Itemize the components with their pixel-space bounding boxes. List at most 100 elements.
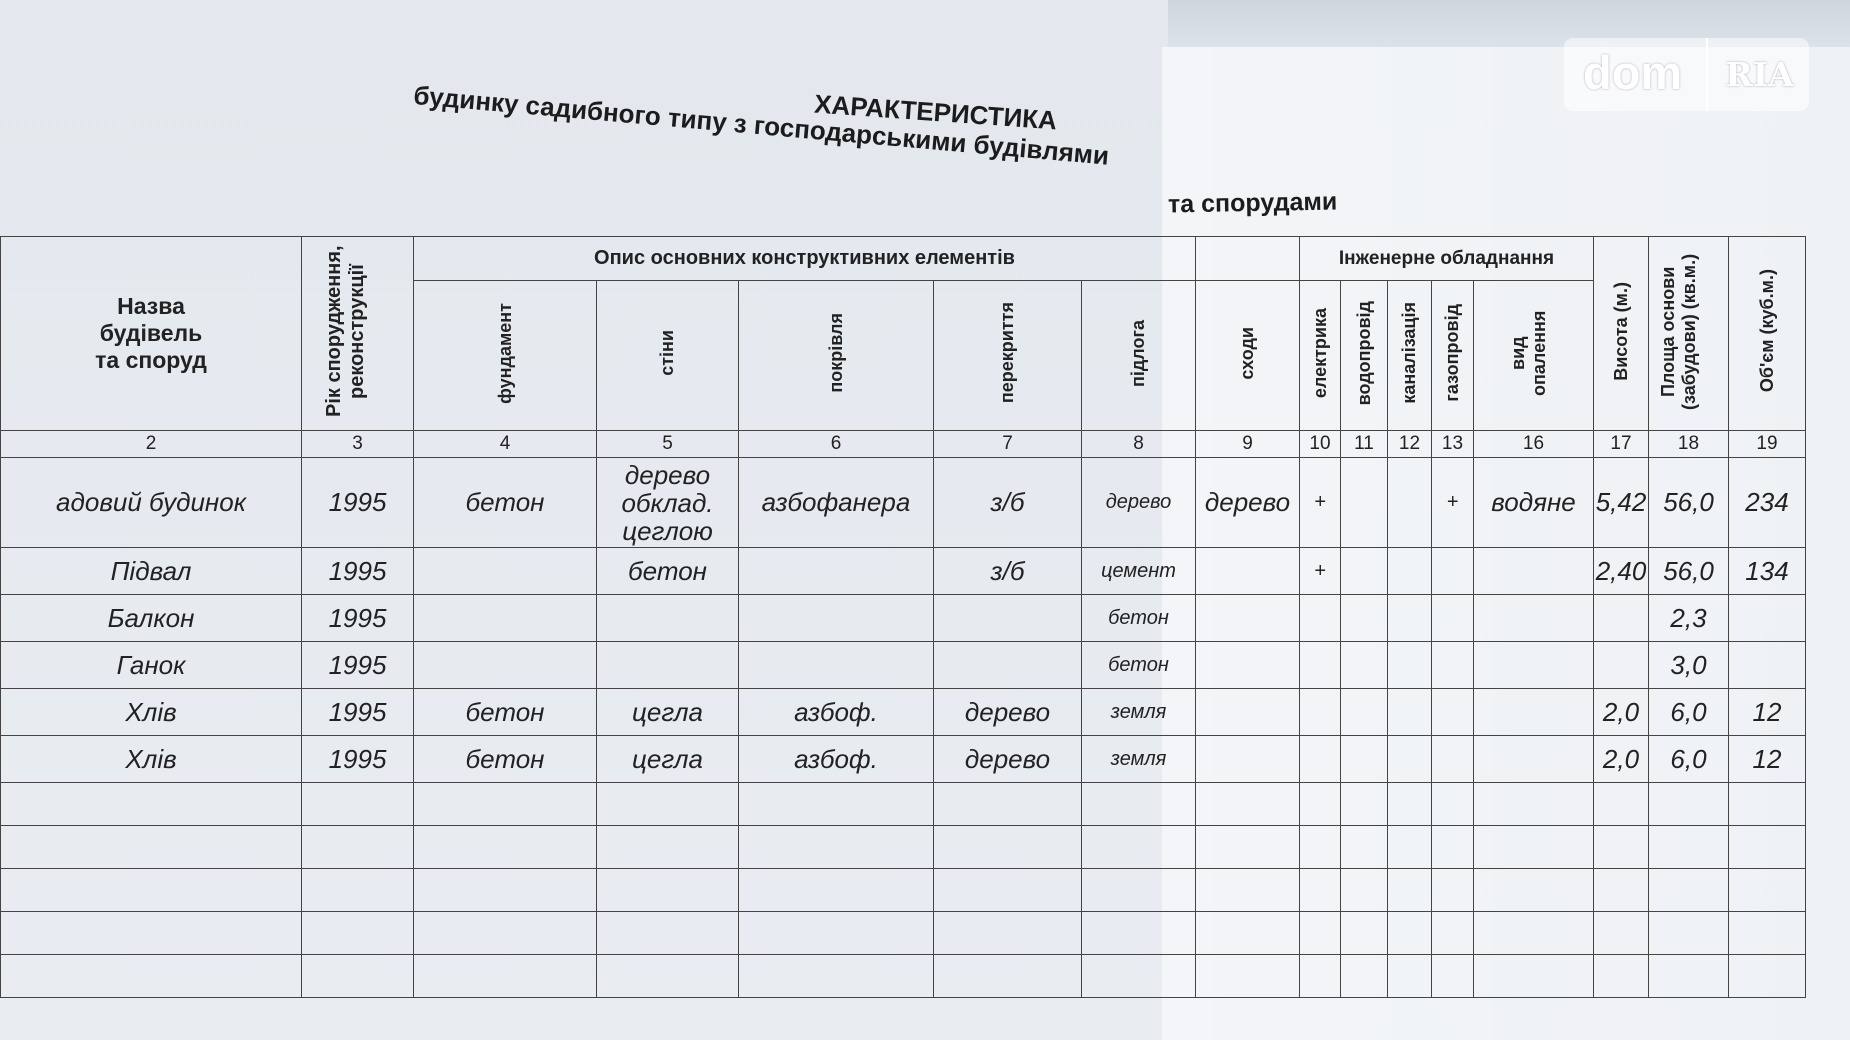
header-col: сходи <box>1195 280 1300 431</box>
header-col: вид опалення <box>1473 280 1594 431</box>
empty-cell <box>1387 911 1432 955</box>
empty-cell <box>1299 868 1341 912</box>
empty-cell <box>596 954 739 998</box>
table-row: Ганок 1995 бетон 3,0 <box>0 641 1806 689</box>
table-cell: + <box>1299 457 1341 548</box>
table-cell <box>1473 594 1594 642</box>
header-col: фундамент <box>413 280 597 431</box>
table-row: Хлів 1995 бетон цегла азбоф. дерево земля 2,0 6,… <box>0 735 1806 783</box>
table-cell: цегла <box>596 735 739 783</box>
empty-cell <box>1648 911 1729 955</box>
table-cell: 12 <box>1728 735 1806 783</box>
empty-cell <box>933 825 1082 869</box>
empty-cell <box>0 825 302 869</box>
table-cell: цегла <box>596 688 739 736</box>
table-cell <box>413 547 597 595</box>
empty-cell <box>596 782 739 826</box>
empty-cell <box>738 825 934 869</box>
table-cell: 2,3 <box>1648 594 1729 642</box>
empty-cell <box>1648 868 1729 912</box>
table-cell <box>1593 594 1649 642</box>
header-col: Висота (м.) <box>1610 281 1631 381</box>
table-cell: 6,0 <box>1648 735 1729 783</box>
column-number: 4 <box>413 430 597 458</box>
empty-cell <box>1648 782 1729 826</box>
empty-cell <box>1195 911 1300 955</box>
table-cell: бетон <box>596 547 739 595</box>
empty-cell <box>1081 911 1196 955</box>
header-col-label: водопровід <box>1353 300 1374 406</box>
empty-cell <box>933 911 1082 955</box>
table-cell <box>1473 641 1594 689</box>
table-cell <box>1431 594 1474 642</box>
empty-cell <box>1081 954 1196 998</box>
table-cell: 6,0 <box>1648 688 1729 736</box>
empty-cell <box>1195 954 1300 998</box>
table-cell <box>1299 641 1341 689</box>
empty-cell <box>1195 825 1300 869</box>
empty-cell <box>301 825 414 869</box>
empty-cell <box>933 868 1082 912</box>
header-col-label: електрика <box>1309 307 1330 399</box>
empty-cell <box>1195 868 1300 912</box>
table-cell <box>596 641 739 689</box>
empty-cell <box>1431 782 1474 826</box>
empty-cell <box>301 782 414 826</box>
empty-cell <box>301 911 414 955</box>
table-cell: 1995 <box>301 688 414 736</box>
empty-cell <box>1387 825 1432 869</box>
table-cell <box>1387 735 1432 783</box>
header-col-label: вид опалення <box>1507 310 1549 396</box>
table-cell: 234 <box>1728 457 1806 548</box>
empty-cell <box>933 782 1082 826</box>
column-number: 8 <box>1081 430 1196 458</box>
table-cell: 5,42 <box>1593 457 1649 548</box>
table-cell <box>1195 688 1300 736</box>
table-cell: бетон <box>413 735 597 783</box>
table-cell: Ганок <box>0 641 302 689</box>
header-col-label: газопровід <box>1442 304 1462 402</box>
table-cell <box>738 641 934 689</box>
column-number: 10 <box>1299 430 1341 458</box>
table-cell <box>1340 735 1388 783</box>
empty-cell <box>1340 825 1388 869</box>
table-cell <box>1387 457 1432 548</box>
table-cell <box>1431 641 1474 689</box>
empty-cell <box>1648 954 1729 998</box>
header-construct-group: Опис основних конструктивних елементів <box>413 236 1196 281</box>
header-engineering-group: Інженерне обладнання <box>1299 236 1594 281</box>
table-cell <box>1431 547 1474 595</box>
logo-text: dom <box>1583 46 1683 99</box>
column-number: 2 <box>0 430 302 458</box>
header-col-label: стіни <box>657 330 677 376</box>
table-cell: 1995 <box>301 457 414 548</box>
table-row: Балкон 1995 бетон 2,3 <box>0 594 1806 642</box>
column-number: 3 <box>301 430 414 458</box>
empty-cell <box>1728 911 1806 955</box>
empty-cell <box>1387 954 1432 998</box>
table-row: адовий будинок 1995 бетон дерево обклад. це… <box>0 457 1806 548</box>
table-cell: водяне <box>1473 457 1594 548</box>
header-col: електрика <box>1299 280 1341 431</box>
empty-cell <box>1195 782 1300 826</box>
empty-cell <box>413 911 597 955</box>
table-cell: 3,0 <box>1648 641 1729 689</box>
table-cell <box>1340 457 1388 548</box>
table-cell <box>1299 688 1341 736</box>
table-cell: 1995 <box>301 735 414 783</box>
table-cell <box>1195 594 1300 642</box>
table-cell: Підвал <box>0 547 302 595</box>
table-cell: земля <box>1081 688 1196 736</box>
table-cell: азбофанера <box>738 457 934 548</box>
table-cell <box>1473 547 1594 595</box>
column-number: 11 <box>1340 430 1388 458</box>
empty-cell <box>1340 782 1388 826</box>
table-cell: азбоф. <box>738 688 934 736</box>
table-cell <box>1593 641 1649 689</box>
column-number: 12 <box>1387 430 1432 458</box>
header-col: стіни <box>596 280 739 431</box>
empty-cell <box>1473 911 1594 955</box>
empty-row <box>0 782 1806 826</box>
table-cell: бетон <box>1081 594 1196 642</box>
table-cell <box>738 547 934 595</box>
